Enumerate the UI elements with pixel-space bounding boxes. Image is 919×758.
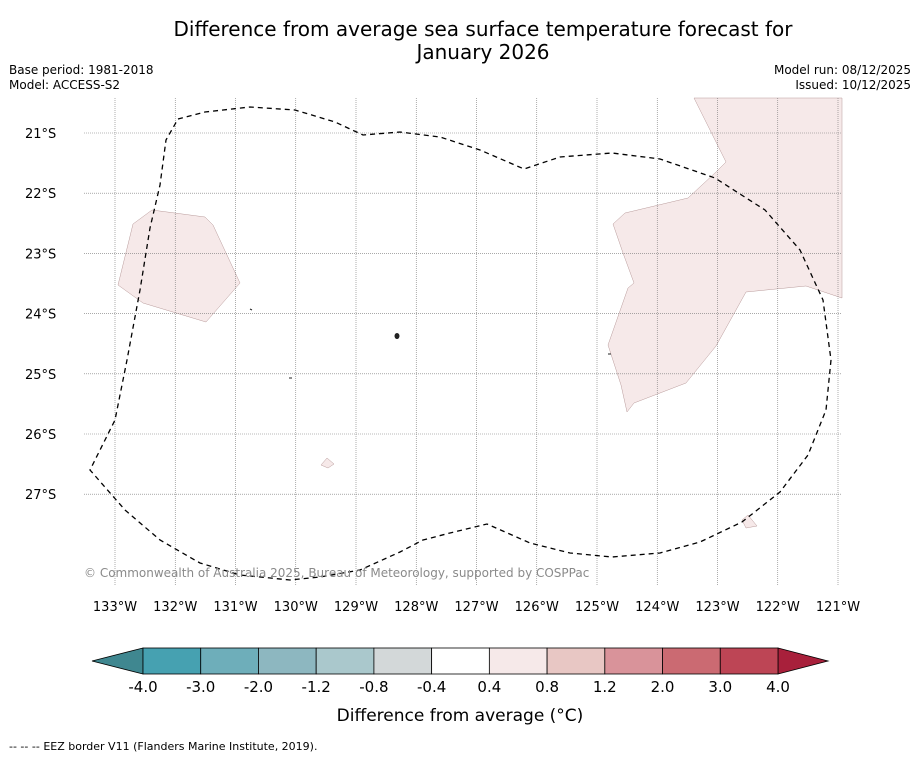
colorbar-under-arrow bbox=[91, 647, 144, 675]
colorbar-tick-label: 0.8 bbox=[535, 678, 559, 696]
base-info: Base period: 1981-2018 Model: ACCESS-S2 bbox=[9, 63, 154, 93]
warm-patch-small-a bbox=[320, 457, 335, 469]
longitude-label: 129°W bbox=[334, 600, 378, 615]
latitude-label: 22°S bbox=[25, 187, 56, 202]
longitude-label: 122°W bbox=[756, 600, 800, 615]
colorbar-over-arrow bbox=[777, 647, 830, 675]
longitude-label: 131°W bbox=[213, 600, 257, 615]
longitude-label: 124°W bbox=[635, 600, 679, 615]
colorbar-tick-label: 0.4 bbox=[477, 678, 501, 696]
colorbar-segment bbox=[604, 647, 663, 675]
island-mark bbox=[394, 333, 400, 339]
colorbar-segment bbox=[662, 647, 721, 675]
colorbar-tick-label: 4.0 bbox=[766, 678, 790, 696]
colorbar-tick-label: -0.8 bbox=[359, 678, 388, 696]
latitude-label: 26°S bbox=[25, 428, 56, 443]
longitude-label: 126°W bbox=[515, 600, 559, 615]
latitude-label: 25°S bbox=[25, 368, 56, 383]
issued-date: Issued: 10/12/2025 bbox=[795, 78, 911, 92]
colorbar-segment bbox=[142, 647, 202, 675]
longitude-label: 130°W bbox=[274, 600, 318, 615]
latitude-label: 24°S bbox=[25, 308, 56, 323]
colorbar-tick-label: 2.0 bbox=[651, 678, 675, 696]
colorbar-segment bbox=[719, 647, 779, 675]
latitude-label: 27°S bbox=[25, 488, 56, 503]
eez-legend-text: EEZ border V11 (Flanders Marine Institut… bbox=[43, 740, 318, 753]
graticule bbox=[84, 98, 842, 586]
eez-border bbox=[89, 106, 832, 581]
title-line-2: January 2026 bbox=[416, 40, 550, 64]
colorbar-segment bbox=[431, 647, 490, 675]
latitude-label: 23°S bbox=[25, 247, 56, 262]
longitude-label: 132°W bbox=[153, 600, 197, 615]
colorbar-tick-label: -0.4 bbox=[417, 678, 446, 696]
islands bbox=[249, 308, 611, 379]
colorbar-segment bbox=[200, 647, 259, 675]
eez-legend: -- -- -- EEZ border V11 (Flanders Marine… bbox=[9, 740, 317, 753]
latitude-labels: 21°S 22°S 23°S 24°S 25°S 26°S 27°S bbox=[25, 127, 56, 503]
longitude-label: 128°W bbox=[394, 600, 438, 615]
longitude-labels: 133°W 132°W 131°W 130°W 129°W 128°W 127°W 126°W… bbox=[93, 600, 860, 615]
run-info: Model run: 08/12/2025 Issued: 10/12/2025 bbox=[774, 63, 911, 93]
colorbar: -4.0 -3.0 -2.0 -1.2 -0.8 -0.4 0.4 0.8 1.2 2.0 3.0 4… bbox=[91, 647, 830, 696]
colorbar-segment bbox=[315, 647, 375, 675]
colorbar-tick-label: -2.0 bbox=[244, 678, 273, 696]
longitude-label: 127°W bbox=[454, 600, 498, 615]
warm-patch-small-b bbox=[741, 514, 758, 529]
warm-patch-east bbox=[607, 97, 843, 413]
copyright-notice: © Commonwealth of Australia 2025, Bureau… bbox=[84, 566, 589, 580]
colorbar-tick-label: 1.2 bbox=[593, 678, 617, 696]
latitude-label: 21°S bbox=[25, 127, 56, 142]
eez-legend-symbol: -- -- -- bbox=[9, 740, 40, 753]
colorbar-tick-label: -3.0 bbox=[186, 678, 215, 696]
colorbar-segment bbox=[373, 647, 433, 675]
longitude-label: 125°W bbox=[575, 600, 619, 615]
map-title: Difference from average sea surface temp… bbox=[0, 18, 919, 64]
model-name: Model: ACCESS-S2 bbox=[9, 78, 121, 92]
base-period: Base period: 1981-2018 bbox=[9, 63, 154, 77]
colorbar-tick-label: 3.0 bbox=[708, 678, 732, 696]
colorbar-tick-label: -4.0 bbox=[128, 678, 157, 696]
longitude-label: 133°W bbox=[93, 600, 137, 615]
island-mark bbox=[249, 308, 253, 311]
colorbar-segment bbox=[488, 647, 548, 675]
colorbar-segment bbox=[258, 647, 317, 675]
colorbar-segment bbox=[546, 647, 606, 675]
model-run: Model run: 08/12/2025 bbox=[773, 63, 911, 77]
map-panel: © Commonwealth of Australia 2025, Bureau… bbox=[25, 97, 860, 615]
colorbar-tick-label: -1.2 bbox=[302, 678, 331, 696]
longitude-label: 121°W bbox=[816, 600, 860, 615]
longitude-label: 123°W bbox=[695, 600, 739, 615]
colorbar-label: Difference from average (°C) bbox=[337, 706, 584, 726]
title-line-1: Difference from average sea surface temp… bbox=[173, 17, 793, 41]
